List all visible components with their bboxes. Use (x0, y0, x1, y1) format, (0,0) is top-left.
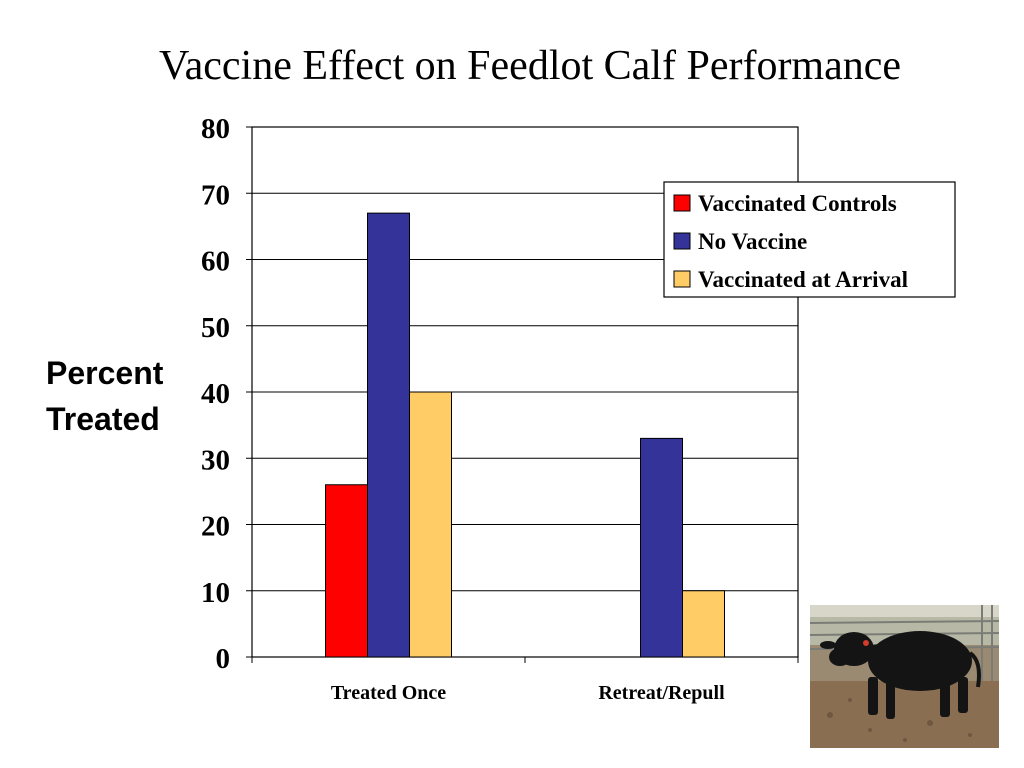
x-category-label: Treated Once (331, 682, 446, 704)
bar (640, 437, 683, 658)
legend-label: Vaccinated at Arrival (698, 267, 908, 292)
y-tick-label: 20 (201, 511, 230, 543)
y-axis-label: Percent Treated (46, 350, 186, 442)
legend-swatch (673, 232, 691, 250)
y-tick-label: 0 (216, 643, 231, 675)
y-tick-label: 70 (201, 179, 230, 211)
bar (367, 212, 410, 658)
legend-swatch (673, 270, 691, 288)
legend-box (663, 181, 956, 298)
bar (682, 590, 725, 658)
x-category-label: Retreat/Repull (598, 682, 725, 704)
y-axis-label-line-2: Treated (46, 401, 160, 437)
black-calf-photo (810, 605, 999, 748)
chart-title: Vaccine Effect on Feedlot Calf Performan… (158, 43, 902, 89)
y-tick-label: 40 (201, 378, 230, 410)
legend-swatch (673, 194, 691, 212)
legend-label: No Vaccine (698, 229, 807, 254)
legend-label: Vaccinated Controls (698, 191, 897, 216)
y-tick-label: 10 (201, 577, 230, 609)
y-tick-label: 80 (201, 113, 230, 145)
y-axis-label-line-1: Percent (46, 355, 164, 391)
y-tick-label: 50 (201, 312, 230, 344)
bar (325, 484, 368, 658)
y-tick-label: 30 (201, 444, 230, 476)
y-tick-label: 60 (201, 246, 230, 278)
bar (409, 391, 452, 658)
